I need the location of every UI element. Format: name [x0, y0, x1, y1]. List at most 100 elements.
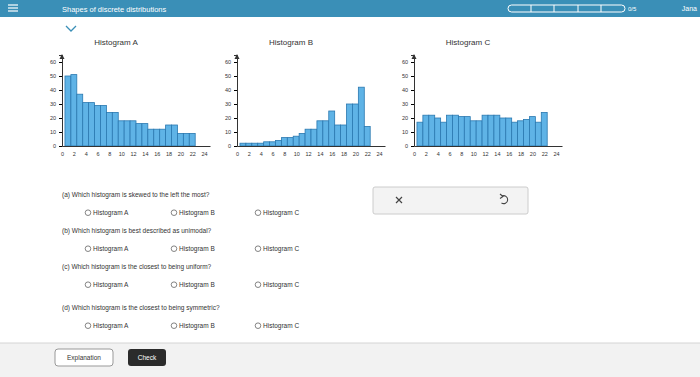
x-tick-label: 6	[271, 151, 274, 157]
x-axis-line	[415, 146, 563, 147]
x-tick: 24	[377, 146, 383, 157]
x-tick-label: 8	[460, 151, 463, 157]
chart-title: Histogram A	[94, 38, 138, 47]
x-tick-label: 8	[108, 151, 111, 157]
y-tick-mark	[234, 132, 237, 133]
radio-button[interactable]	[171, 210, 177, 216]
radio-button[interactable]	[171, 246, 177, 252]
y-tick: 0	[228, 143, 237, 149]
radio-button[interactable]	[85, 323, 91, 329]
radio-label[interactable]: Histogram B	[179, 209, 215, 217]
x-tick-label: 2	[73, 151, 76, 157]
x-tick: 14	[494, 146, 500, 157]
x-tick-label: 18	[341, 151, 347, 157]
x-tick-label: 10	[471, 151, 477, 157]
radio-button[interactable]	[85, 282, 91, 288]
x-tick-label: 8	[283, 151, 286, 157]
radio-label[interactable]: Histogram C	[263, 245, 299, 253]
y-tick-label: 0	[405, 143, 408, 149]
x-tick: 6	[271, 146, 274, 157]
y-tick-mark	[59, 146, 62, 147]
y-tick-mark	[59, 62, 62, 63]
bar	[112, 112, 118, 146]
menu-icon[interactable]	[8, 4, 18, 5]
x-tick: 0	[236, 146, 239, 157]
radio-button[interactable]	[85, 246, 91, 252]
bar	[166, 125, 172, 146]
radio-label[interactable]: Histogram B	[179, 281, 215, 289]
collapse-chevron[interactable]	[66, 26, 76, 31]
answer-tools	[373, 187, 528, 214]
radio-button[interactable]	[171, 323, 177, 329]
radio-label[interactable]: Histogram A	[93, 322, 129, 330]
y-tick-mark	[411, 104, 414, 105]
y-tick-mark	[59, 90, 62, 91]
radio-button[interactable]	[85, 210, 91, 216]
x-tick: 2	[248, 146, 251, 157]
x-tick: 20	[530, 146, 536, 157]
radio-button[interactable]	[255, 282, 261, 288]
bar	[100, 105, 106, 146]
menu-icon[interactable]	[8, 10, 18, 11]
bar	[89, 103, 95, 146]
bar	[252, 143, 258, 146]
progress-divider	[554, 5, 555, 12]
menu-icon[interactable]	[8, 7, 18, 8]
radio-button[interactable]	[255, 323, 261, 329]
y-tick-label: 0	[228, 143, 231, 149]
clear-icon[interactable]	[396, 197, 402, 203]
radio-label[interactable]: Histogram B	[179, 245, 215, 253]
radio-label[interactable]: Histogram B	[179, 322, 215, 330]
x-tick: 0	[413, 146, 416, 157]
bar	[323, 121, 329, 146]
x-tick: 2	[73, 146, 76, 157]
radio-button[interactable]	[255, 246, 261, 252]
x-tick: 16	[329, 146, 335, 157]
axis-arrow	[235, 54, 240, 59]
chart-title: Histogram B	[269, 38, 313, 47]
explanation-label[interactable]: Explanation	[67, 354, 101, 362]
y-tick-mark	[59, 104, 62, 105]
radio-label[interactable]: Histogram C	[263, 209, 299, 217]
check-label[interactable]: Check	[138, 354, 157, 361]
y-tick-mark	[59, 76, 62, 77]
header: Shapes of discrete distributions0/5Jana	[0, 0, 700, 17]
bars	[417, 112, 547, 146]
radio-label[interactable]: Histogram C	[263, 281, 299, 289]
check-button[interactable]	[128, 349, 166, 366]
radio-label[interactable]: Histogram A	[93, 209, 129, 217]
y-tick-label: 30	[402, 101, 408, 107]
y-tick-label: 30	[50, 101, 56, 107]
bar	[335, 125, 341, 146]
y-tick-label: 40	[225, 87, 231, 93]
x-tick-label: 6	[448, 151, 451, 157]
x-tick-label: 2	[425, 151, 428, 157]
x-tick-label: 20	[530, 151, 536, 157]
x-tick-label: 24	[377, 151, 383, 157]
x-tick: 22	[542, 146, 548, 157]
x-tick: 4	[85, 146, 88, 157]
x-tick-label: 18	[166, 151, 172, 157]
y-tick: 0	[53, 143, 62, 149]
x-tick-label: 22	[190, 151, 196, 157]
bar	[118, 121, 124, 146]
x-tick-label: 0	[413, 151, 416, 157]
y-tick: 10	[50, 129, 62, 135]
radio-button[interactable]	[171, 282, 177, 288]
radio-label[interactable]: Histogram C	[263, 322, 299, 330]
x-tick-label: 4	[437, 151, 440, 157]
bar	[429, 115, 435, 146]
undo-icon-head[interactable]	[500, 194, 503, 199]
radio-button[interactable]	[255, 210, 261, 216]
bar	[452, 115, 458, 146]
radio-label[interactable]: Histogram A	[93, 245, 129, 253]
x-tick: 8	[283, 146, 286, 157]
bars	[240, 87, 370, 146]
y-tick-label: 0	[53, 143, 56, 149]
explanation-button[interactable]	[55, 349, 113, 366]
bar	[341, 125, 347, 146]
radio-label[interactable]: Histogram A	[93, 281, 129, 289]
y-tick-label: 20	[402, 115, 408, 121]
bar	[275, 140, 281, 146]
bar	[529, 117, 535, 146]
